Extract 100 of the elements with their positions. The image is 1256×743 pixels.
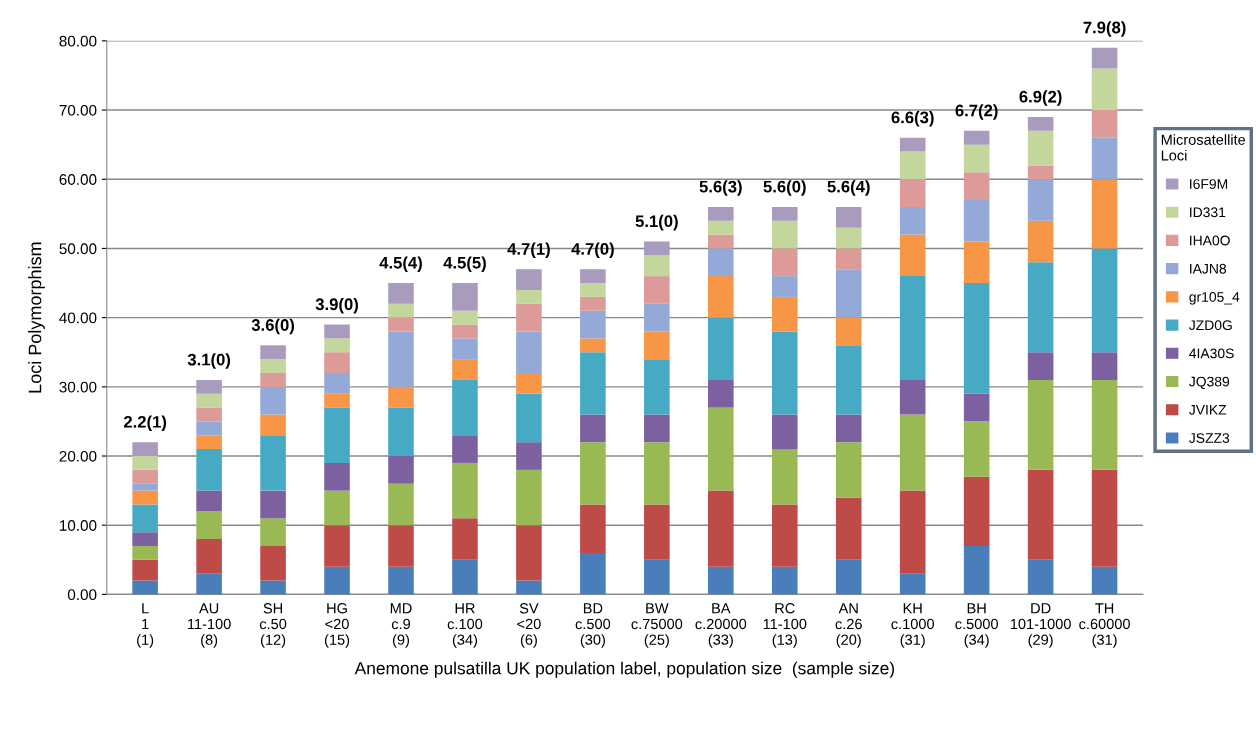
bar: [260, 414, 286, 436]
annotation: 4.5(4): [379, 256, 422, 272]
y-tick-label: 70.00: [59, 104, 97, 116]
bar: [963, 241, 990, 284]
bar: [324, 407, 350, 463]
bar: [963, 393, 990, 422]
bar: [196, 449, 222, 491]
bar: [708, 317, 734, 380]
bar: [196, 511, 222, 540]
bar: [1091, 379, 1118, 470]
y-tick-label: 40.00: [59, 312, 97, 324]
legend-label: IHA0O: [1190, 235, 1230, 246]
x-tick-label: DD 101-1000 (29): [1010, 603, 1071, 648]
bar: [260, 545, 286, 581]
bar: [324, 352, 350, 373]
bar: [132, 442, 158, 457]
x-tick-label: SV <20 (6): [517, 603, 541, 648]
bar: [452, 462, 478, 519]
bar: [132, 532, 158, 546]
bar: [580, 310, 606, 339]
bar: [708, 379, 734, 408]
bar: [580, 442, 606, 505]
bar: [516, 331, 542, 373]
x-tick-label: SH c.50 (12): [259, 603, 287, 648]
bar: [771, 248, 798, 277]
bar: [388, 386, 414, 408]
bar: [324, 462, 350, 491]
bar: [1091, 68, 1118, 111]
bar: [516, 372, 542, 394]
bar: [260, 490, 286, 519]
bar: [388, 317, 414, 332]
bar: [771, 206, 798, 221]
bar: [899, 276, 926, 380]
legend-label: 4IA30S: [1189, 348, 1234, 359]
bar: [452, 324, 478, 339]
y-tick-label: 80.00: [59, 35, 97, 47]
bar: [516, 469, 542, 526]
bar: [1027, 130, 1054, 166]
bar: [1091, 179, 1118, 249]
bar: [452, 359, 478, 380]
bar: [1027, 179, 1054, 221]
x-tick-label: BW c.75000 (25): [631, 603, 683, 648]
x-tick-label: TH c.60000 (31): [1079, 603, 1130, 648]
y-tick-label: 10.00: [59, 520, 97, 531]
x-tick-label: BH c.5000 (34): [955, 603, 998, 648]
annotation: 4.7(1): [507, 242, 550, 259]
bar: [644, 241, 670, 256]
bar: [324, 525, 350, 567]
bar: [708, 220, 734, 235]
annotation: 5.6(4): [827, 180, 870, 196]
bar: [835, 227, 862, 249]
bar: [963, 421, 990, 477]
bar: [899, 137, 926, 152]
bar: [963, 283, 990, 394]
bar: [644, 331, 670, 360]
x-tick-label: MD c.9 (9): [390, 603, 412, 648]
annotation: 5.6(0): [763, 180, 806, 196]
bar: [771, 449, 798, 505]
bar: [899, 379, 926, 415]
bar: [1091, 248, 1118, 353]
annotation: 6.7(2): [955, 104, 998, 120]
bar: [1027, 559, 1054, 595]
bar: [899, 414, 926, 491]
annotation: 4.5(5): [443, 256, 486, 272]
bar: [899, 490, 926, 574]
bar: [1027, 352, 1054, 380]
bar: [516, 289, 542, 304]
bar: [771, 566, 798, 595]
annotation: 4.7(0): [571, 242, 614, 259]
legend-label: gr105_4: [1189, 292, 1240, 305]
bar: [835, 345, 862, 415]
bar: [260, 435, 286, 491]
bar: [963, 545, 990, 595]
y-tick-label: 50.00: [59, 243, 97, 255]
bar: [899, 179, 926, 207]
bar: [835, 497, 862, 560]
bar: [644, 255, 670, 277]
bar: [196, 539, 222, 574]
legend-label: JQ389: [1189, 376, 1230, 390]
bar: [452, 310, 478, 325]
bar: [388, 331, 414, 387]
bar: [132, 580, 158, 595]
annotation: 3.9(0): [315, 297, 358, 314]
legend-label: JVIKZ: [1189, 405, 1227, 415]
bar: [771, 220, 798, 249]
bar: [388, 483, 414, 526]
bar: [516, 525, 542, 581]
bar: [452, 435, 478, 463]
bar: [899, 151, 926, 180]
bar: [644, 504, 670, 560]
bar: [516, 303, 542, 332]
bar: [644, 303, 670, 332]
bar: [1091, 566, 1118, 595]
bar: [708, 407, 734, 491]
annotation: 3.6(0): [251, 318, 295, 335]
bar: [708, 276, 734, 318]
bar: [835, 206, 862, 228]
bar: [196, 573, 222, 595]
bar: [1091, 137, 1118, 180]
bar: [452, 559, 478, 595]
